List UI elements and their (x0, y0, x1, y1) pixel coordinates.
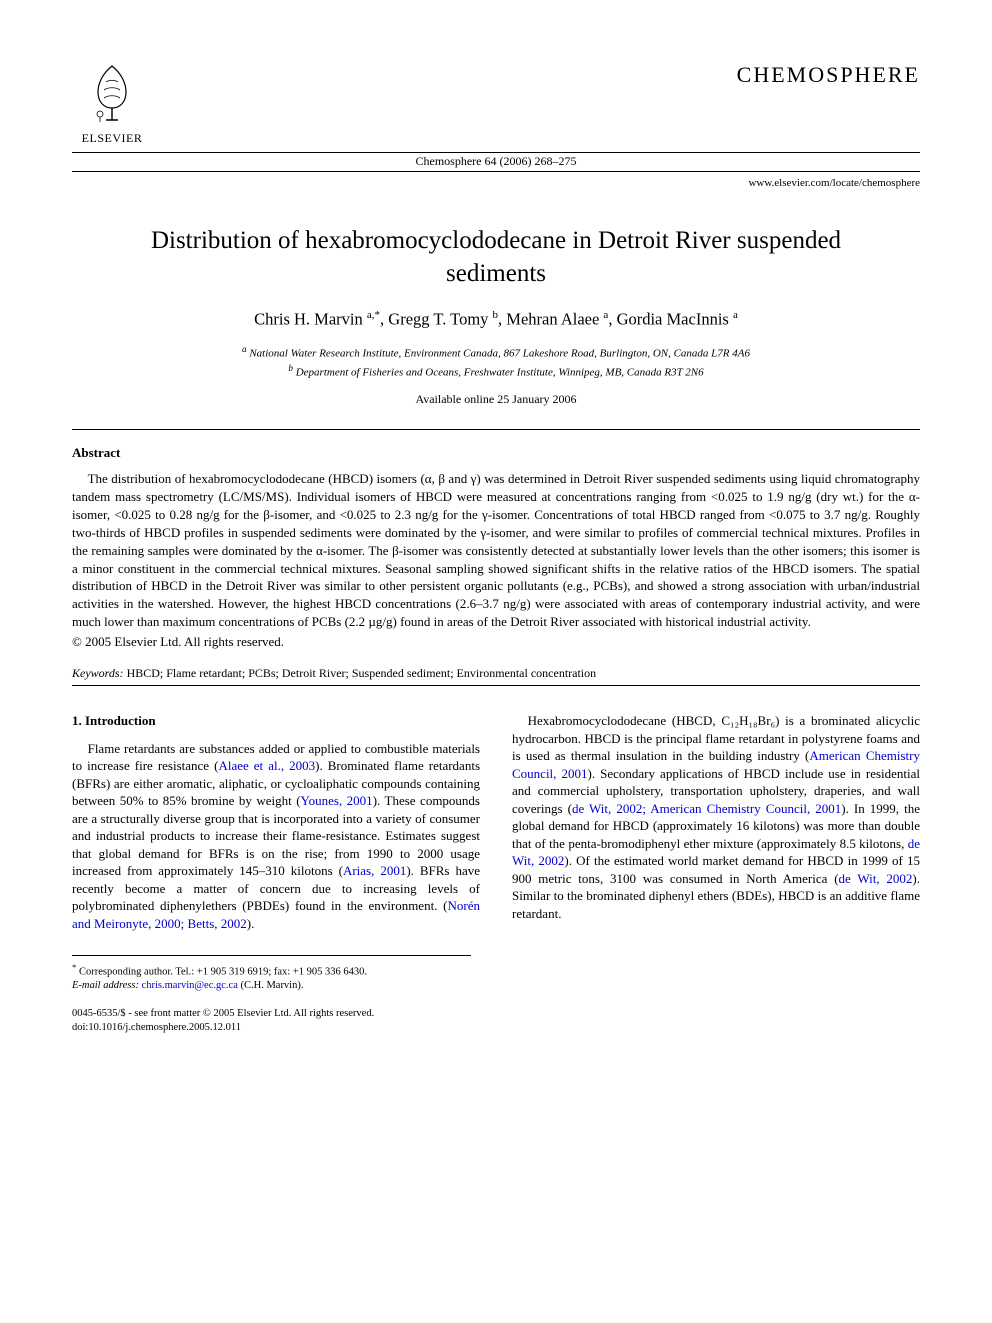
elsevier-tree-icon (78, 60, 146, 128)
ref-younes-2001[interactable]: Younes, 2001 (301, 793, 373, 808)
page-header: ELSEVIER CHEMOSPHERE (72, 60, 920, 146)
journal-block: CHEMOSPHERE (737, 60, 920, 108)
abstract-text: The distribution of hexabromocyclododeca… (72, 470, 920, 631)
journal-brand: CHEMOSPHERE (737, 60, 920, 90)
body-columns: 1. Introduction Flame retardants are sub… (72, 712, 920, 933)
keywords-list: HBCD; Flame retardant; PCBs; Detroit Riv… (127, 666, 597, 680)
publisher-logo-block: ELSEVIER (72, 60, 152, 146)
ref-arias-2001[interactable]: Arias, 2001 (343, 863, 406, 878)
journal-reference: Chemosphere 64 (2006) 268–275 (72, 153, 920, 169)
ref-alaee-2003[interactable]: Alaee et al., 2003 (218, 758, 315, 773)
ref-dewit-acc[interactable]: de Wit, 2002; American Chemistry Council… (572, 801, 841, 816)
affiliations: a National Water Research Institute, Env… (72, 343, 920, 381)
rule-below-keywords (72, 685, 920, 686)
issn-line: 0045-6535/$ - see front matter © 2005 El… (72, 1007, 920, 1021)
corr-author-line: * Corresponding author. Tel.: +1 905 319… (72, 962, 471, 980)
corr-email[interactable]: chris.marvin@ec.gc.ca (142, 980, 238, 991)
affiliation-a: a National Water Research Institute, Env… (72, 343, 920, 362)
corresponding-author-footnote: * Corresponding author. Tel.: +1 905 319… (72, 955, 471, 994)
publisher-name: ELSEVIER (82, 130, 143, 146)
affiliation-b: b Department of Fisheries and Oceans, Fr… (72, 362, 920, 381)
keywords-label: Keywords: (72, 666, 124, 680)
rule-under-ref (72, 171, 920, 172)
intro-para-2: Hexabromocyclododecane (HBCD, C₁₂H₁₈Br₆)… (512, 712, 920, 923)
front-matter-meta: 0045-6535/$ - see front matter © 2005 El… (72, 1007, 920, 1034)
title-block: Distribution of hexabromocyclododecane i… (72, 225, 920, 407)
abstract-copyright: © 2005 Elsevier Ltd. All rights reserved… (72, 633, 920, 651)
intro-para-1: Flame retardants are substances added or… (72, 740, 480, 933)
authors: Chris H. Marvin a,*, Gregg T. Tomy b, Me… (72, 308, 920, 331)
ref-dewit-2002b[interactable]: de Wit, 2002 (839, 871, 913, 886)
keywords-line: Keywords: HBCD; Flame retardant; PCBs; D… (72, 665, 920, 681)
abstract-heading: Abstract (72, 444, 920, 462)
doi-line: doi:10.1016/j.chemosphere.2005.12.011 (72, 1021, 920, 1035)
corr-email-line: E-mail address: chris.marvin@ec.gc.ca (C… (72, 979, 471, 993)
available-online: Available online 25 January 2006 (72, 391, 920, 407)
rule-above-abstract (72, 429, 920, 430)
article-title: Distribution of hexabromocyclododecane i… (136, 225, 856, 290)
intro-heading: 1. Introduction (72, 712, 480, 730)
journal-url[interactable]: www.elsevier.com/locate/chemosphere (72, 176, 920, 191)
abstract-body: The distribution of hexabromocyclododeca… (72, 470, 920, 631)
